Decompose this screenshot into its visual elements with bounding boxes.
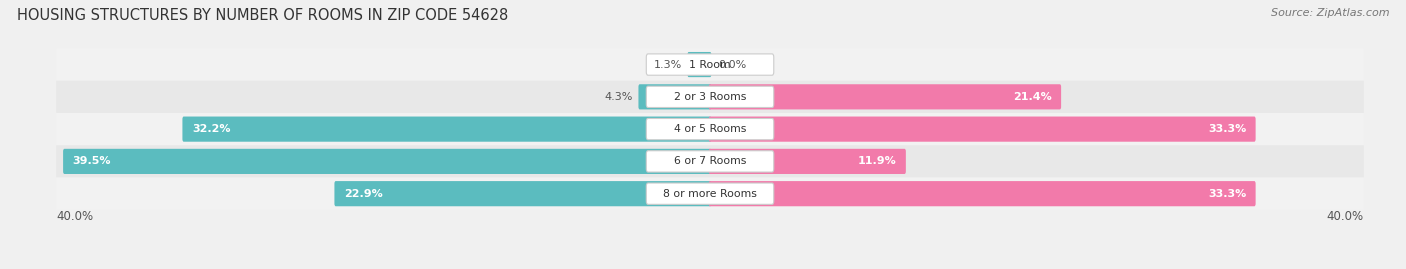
Text: 40.0%: 40.0% bbox=[1327, 210, 1364, 224]
FancyBboxPatch shape bbox=[56, 81, 1364, 113]
FancyBboxPatch shape bbox=[709, 149, 905, 174]
FancyBboxPatch shape bbox=[647, 151, 773, 172]
FancyBboxPatch shape bbox=[638, 84, 711, 109]
FancyBboxPatch shape bbox=[688, 52, 711, 77]
Text: 2 or 3 Rooms: 2 or 3 Rooms bbox=[673, 92, 747, 102]
FancyBboxPatch shape bbox=[56, 48, 1364, 81]
FancyBboxPatch shape bbox=[56, 178, 1364, 210]
Text: 22.9%: 22.9% bbox=[344, 189, 382, 199]
FancyBboxPatch shape bbox=[647, 54, 773, 75]
Text: Source: ZipAtlas.com: Source: ZipAtlas.com bbox=[1271, 8, 1389, 18]
Text: 6 or 7 Rooms: 6 or 7 Rooms bbox=[673, 156, 747, 167]
FancyBboxPatch shape bbox=[647, 183, 773, 204]
Text: HOUSING STRUCTURES BY NUMBER OF ROOMS IN ZIP CODE 54628: HOUSING STRUCTURES BY NUMBER OF ROOMS IN… bbox=[17, 8, 508, 23]
FancyBboxPatch shape bbox=[56, 113, 1364, 145]
FancyBboxPatch shape bbox=[709, 84, 1062, 109]
FancyBboxPatch shape bbox=[647, 86, 773, 108]
Text: 33.3%: 33.3% bbox=[1208, 189, 1246, 199]
FancyBboxPatch shape bbox=[335, 181, 711, 206]
Text: 21.4%: 21.4% bbox=[1012, 92, 1052, 102]
Text: 39.5%: 39.5% bbox=[73, 156, 111, 167]
Text: 33.3%: 33.3% bbox=[1208, 124, 1246, 134]
Text: 1.3%: 1.3% bbox=[654, 59, 682, 70]
Text: 0.0%: 0.0% bbox=[718, 59, 747, 70]
Text: 32.2%: 32.2% bbox=[191, 124, 231, 134]
FancyBboxPatch shape bbox=[647, 118, 773, 140]
FancyBboxPatch shape bbox=[709, 116, 1256, 142]
FancyBboxPatch shape bbox=[709, 181, 1256, 206]
Text: 1 Room: 1 Room bbox=[689, 59, 731, 70]
Text: 4.3%: 4.3% bbox=[605, 92, 633, 102]
FancyBboxPatch shape bbox=[183, 116, 711, 142]
Text: 11.9%: 11.9% bbox=[858, 156, 897, 167]
FancyBboxPatch shape bbox=[56, 145, 1364, 178]
FancyBboxPatch shape bbox=[63, 149, 711, 174]
Text: 40.0%: 40.0% bbox=[56, 210, 93, 224]
Text: 4 or 5 Rooms: 4 or 5 Rooms bbox=[673, 124, 747, 134]
Text: 8 or more Rooms: 8 or more Rooms bbox=[664, 189, 756, 199]
